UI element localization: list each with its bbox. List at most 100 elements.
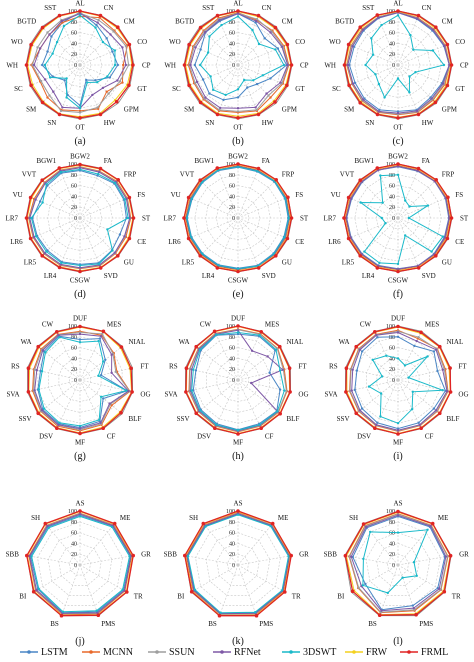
- data-point: [278, 411, 283, 416]
- axis-label: SST: [202, 4, 215, 12]
- series-frml: [25, 509, 135, 618]
- axis-label: SBB: [6, 551, 20, 559]
- data-point: [377, 110, 380, 113]
- data-point: [441, 235, 445, 238]
- radial-tick-label: 20: [389, 205, 395, 211]
- data-point: [111, 249, 114, 252]
- axis-label: CSGW: [388, 277, 409, 285]
- data-point: [212, 88, 215, 92]
- data-point: [28, 554, 31, 558]
- data-point: [101, 40, 105, 44]
- data-point: [52, 90, 55, 93]
- axis-label: OT: [75, 124, 85, 132]
- grid-ring: [47, 32, 113, 98]
- panel-label: (e): [232, 289, 243, 300]
- data-point: [57, 265, 62, 270]
- data-point: [220, 23, 223, 27]
- data-point: [113, 181, 117, 185]
- axis-label: FA: [104, 157, 112, 165]
- series-line: [352, 515, 446, 611]
- data-point: [96, 21, 99, 24]
- series-rfnet: [28, 166, 131, 269]
- data-point: [37, 587, 40, 590]
- data-point: [106, 228, 109, 231]
- data-point: [276, 47, 280, 50]
- data-point: [438, 411, 442, 416]
- data-point: [46, 96, 49, 99]
- data-point: [258, 334, 261, 337]
- series-frml: [182, 9, 294, 120]
- data-point: [212, 329, 217, 334]
- data-point: [449, 63, 454, 67]
- data-point: [403, 364, 407, 367]
- data-point: [267, 94, 270, 97]
- data-point: [358, 101, 363, 105]
- data-point: [36, 411, 40, 416]
- data-point: [285, 83, 289, 88]
- data-point: [236, 267, 240, 270]
- data-point: [98, 13, 103, 18]
- data-point: [361, 584, 365, 587]
- data-point: [26, 390, 31, 394]
- radial-tick-label: 60: [389, 531, 395, 537]
- axis-label: RS: [329, 363, 338, 371]
- axis-label: PMS: [101, 620, 115, 628]
- data-point: [342, 63, 347, 67]
- axis-label: RS: [169, 363, 178, 371]
- data-point: [374, 73, 377, 76]
- axis-label: TR: [134, 593, 143, 601]
- data-point: [361, 522, 366, 526]
- data-point: [289, 63, 294, 67]
- data-point: [215, 112, 220, 117]
- data-point: [78, 116, 82, 120]
- radial-tick-label: 40: [389, 41, 395, 47]
- grid-spoke: [79, 367, 133, 381]
- radial-tick-label: 100: [386, 509, 395, 515]
- data-point: [448, 390, 453, 394]
- series-line: [349, 513, 449, 613]
- axis-label: LR4: [362, 272, 375, 280]
- data-point: [342, 216, 346, 220]
- data-point: [78, 266, 82, 269]
- legend-label: 3DSWT: [303, 647, 336, 658]
- data-point: [78, 168, 82, 171]
- grid-ring: [387, 553, 409, 576]
- data-point: [441, 389, 444, 392]
- data-point: [111, 50, 114, 53]
- axis-label: CE: [137, 238, 146, 246]
- grid-ring: [68, 206, 92, 230]
- data-point: [344, 366, 349, 371]
- data-point: [256, 266, 261, 270]
- data-point: [256, 112, 261, 117]
- axis-label: WO: [169, 38, 181, 46]
- radial-tick-label: 0: [232, 216, 235, 222]
- axis-label: AL: [75, 0, 84, 8]
- legend-label: RFNet: [234, 647, 261, 658]
- axis-label: GR: [459, 551, 469, 559]
- axis-label: GPM: [124, 105, 140, 113]
- data-point: [110, 371, 113, 374]
- axis-label: MF: [75, 439, 85, 447]
- legend-label: MCNN: [103, 647, 133, 658]
- radial-tick-label: 60: [71, 31, 77, 37]
- data-point: [236, 329, 240, 332]
- data-point: [186, 236, 191, 241]
- radial-tick-label: 40: [71, 41, 77, 47]
- data-point: [416, 266, 421, 270]
- radial-tick-label: 40: [229, 194, 235, 200]
- series-line: [344, 510, 452, 616]
- data-point: [78, 427, 82, 430]
- axis-label: ST: [142, 215, 151, 223]
- radial-tick-label: 20: [71, 367, 77, 373]
- axis-label: SBB: [324, 551, 338, 559]
- legend-label: FRW: [366, 647, 388, 658]
- data-point: [125, 590, 129, 594]
- data-point: [57, 423, 60, 426]
- data-point: [85, 78, 88, 82]
- data-point: [360, 407, 364, 410]
- data-point: [199, 48, 202, 51]
- data-point: [97, 262, 101, 266]
- data-point: [123, 235, 126, 238]
- axis-label: SSV: [177, 415, 190, 423]
- data-point: [274, 254, 278, 258]
